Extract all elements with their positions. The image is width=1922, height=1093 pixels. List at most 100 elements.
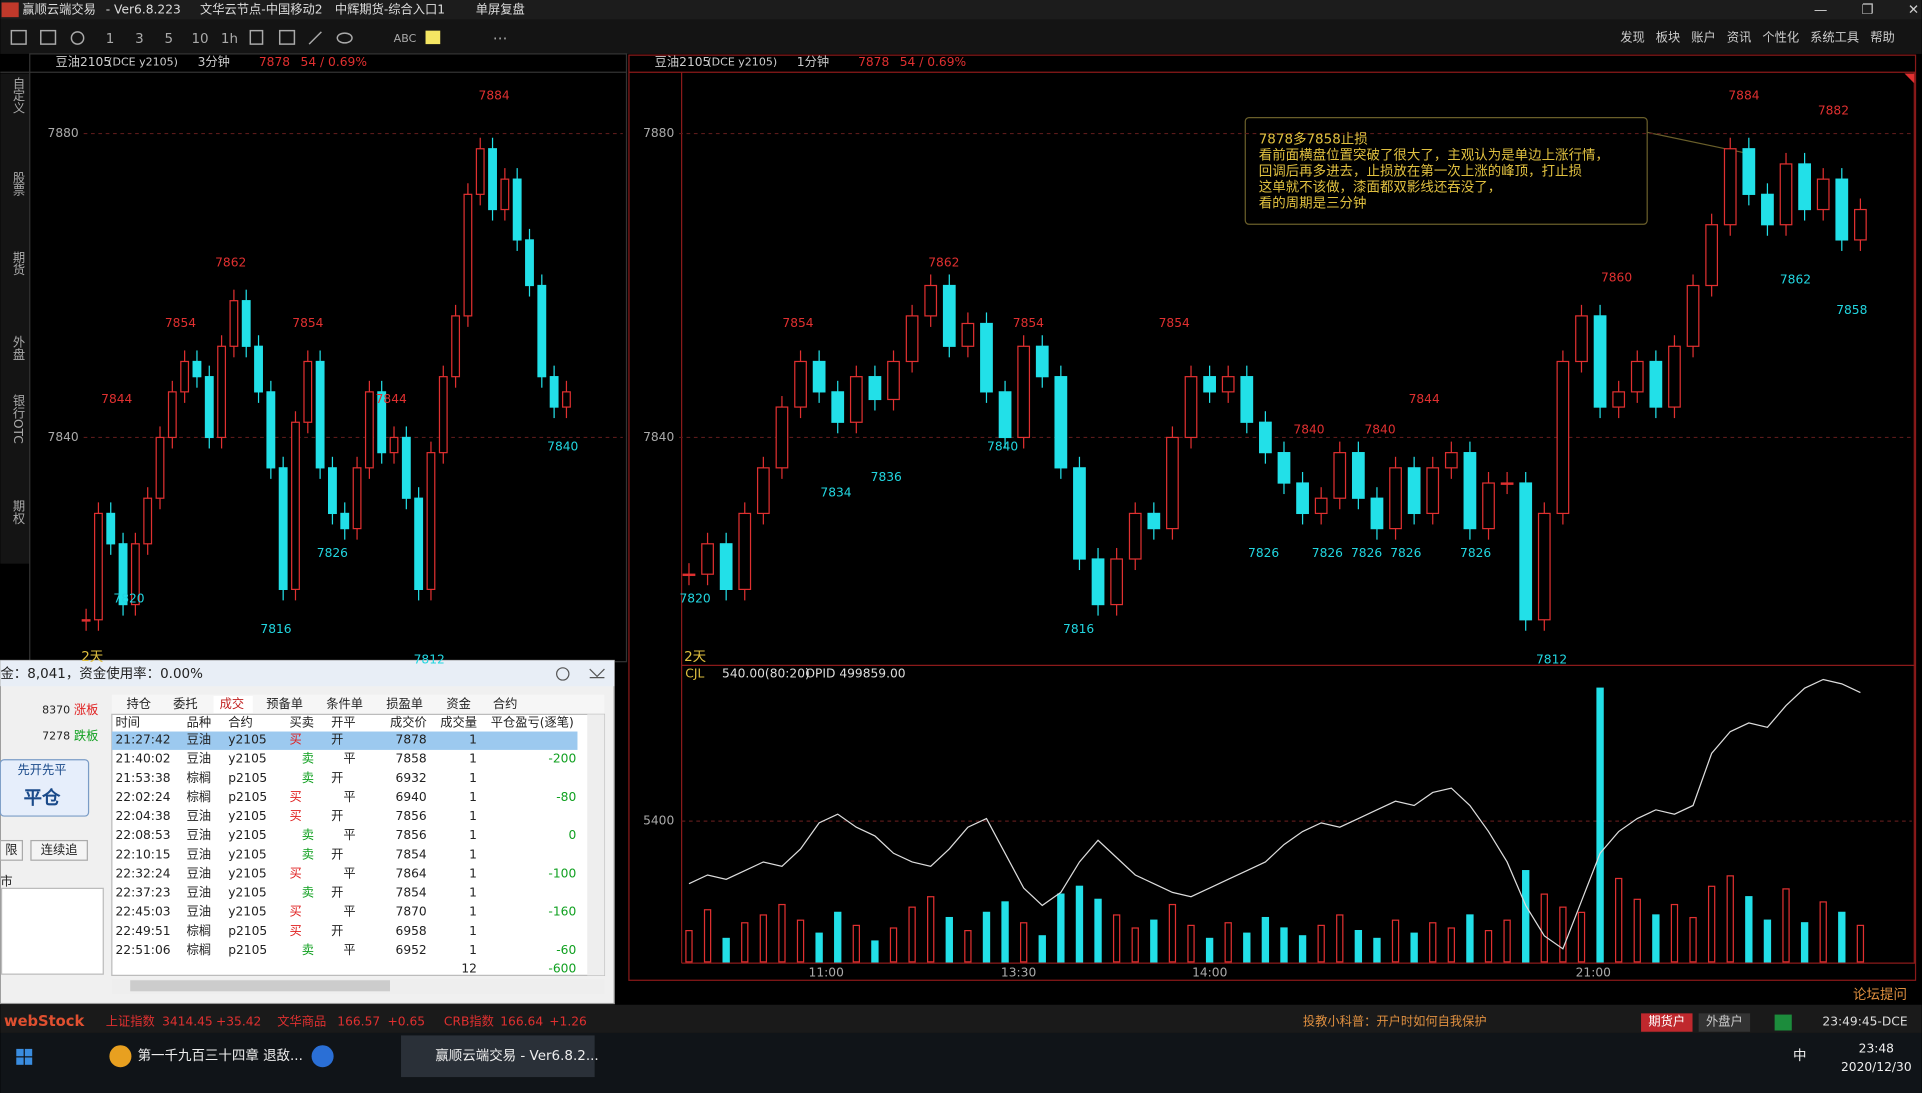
candle xyxy=(475,148,485,195)
cell-qty: 1 xyxy=(469,847,477,861)
low-label: 7834 xyxy=(820,485,851,499)
taskbar-app[interactable]: 赢顺云端交易 - Ver6.8.2... xyxy=(435,1047,598,1064)
candle xyxy=(364,391,374,469)
panel-tab[interactable]: 成交 xyxy=(220,696,245,711)
cell-oc: 开 xyxy=(331,886,343,900)
menu-item[interactable]: 账户 xyxy=(1691,29,1716,44)
low-label: 7826 xyxy=(317,546,348,560)
panel-tab[interactable]: 资金 xyxy=(446,696,470,711)
foreign-account[interactable]: 外盘户 xyxy=(1706,1013,1743,1028)
cell-oc: 开 xyxy=(331,733,343,747)
menu-item[interactable]: 系统工具 xyxy=(1810,30,1859,44)
menu-item[interactable]: 板块 xyxy=(1656,30,1681,44)
candle xyxy=(451,315,461,378)
side-tab[interactable]: 银行OTC xyxy=(11,394,25,444)
toolbar-button[interactable]: 3 xyxy=(135,31,144,47)
futures-account[interactable]: 期货户 xyxy=(1648,1013,1685,1028)
side-tab[interactable]: 期权 xyxy=(11,500,25,525)
cell-qty: 1 xyxy=(469,886,477,900)
tip-link[interactable]: 投教小科普：开户时如何自我保护 xyxy=(1303,1013,1487,1028)
candle xyxy=(1575,315,1588,363)
last-price: 7878 xyxy=(259,55,290,69)
limit-button[interactable]: 限 xyxy=(5,843,17,857)
panel-tab[interactable]: 合约 xyxy=(493,696,518,711)
volume-bar xyxy=(1559,906,1567,963)
panel-tab[interactable]: 持仓 xyxy=(127,696,151,711)
candle xyxy=(278,467,288,590)
volume-bar xyxy=(1057,893,1065,963)
cell-side: 卖 xyxy=(302,886,314,900)
cell-side: 买 xyxy=(290,866,302,880)
taskbar-app[interactable]: 第一千九百三十四章 退敌... xyxy=(138,1047,303,1064)
app-version: - Ver6.8.223 xyxy=(106,2,181,16)
toolbar-button[interactable]: 1 xyxy=(106,31,115,47)
indicator-name[interactable]: CJL xyxy=(685,666,704,680)
side-tab[interactable]: 期货 xyxy=(11,251,25,276)
volume-bar xyxy=(1001,901,1009,963)
volume-bar xyxy=(741,922,749,963)
volume-bar xyxy=(1819,901,1827,963)
volume-bar xyxy=(1763,919,1772,963)
side-tab[interactable]: 外盘 xyxy=(11,336,25,361)
period[interactable]: 3分钟 xyxy=(198,54,230,69)
panel-tab[interactable]: 预备单 xyxy=(266,697,303,711)
candle xyxy=(1630,360,1644,393)
candle xyxy=(1110,558,1124,606)
cell-contract: p2105 xyxy=(228,771,267,785)
toolbar-button[interactable]: 1h xyxy=(221,31,238,47)
y-tick-label: 7840 xyxy=(48,430,79,444)
volume-bar xyxy=(1168,903,1177,963)
total-qty: 12 xyxy=(461,962,477,976)
cell-pnl: -60 xyxy=(556,943,576,957)
volume-bar xyxy=(852,924,860,963)
high-label: 7854 xyxy=(165,316,196,330)
menu-item[interactable]: 发现 xyxy=(1620,29,1645,44)
toolbar-button[interactable]: 10 xyxy=(191,31,208,47)
candle xyxy=(1835,178,1849,241)
period[interactable]: 1分钟 xyxy=(797,54,829,69)
candle xyxy=(1444,452,1458,469)
index-value: 3414.45 xyxy=(162,1014,213,1028)
volume-bar xyxy=(1373,937,1381,963)
menu-item[interactable]: 帮助 xyxy=(1870,30,1895,44)
candle xyxy=(414,497,424,590)
chase-button[interactable]: 连续追 xyxy=(41,842,78,857)
candle xyxy=(1593,315,1607,408)
cell-qty: 1 xyxy=(469,828,477,842)
panel-tab[interactable]: 损盈单 xyxy=(386,697,423,711)
candle xyxy=(1426,467,1440,515)
candle xyxy=(1854,208,1867,241)
toolbar-button[interactable]: 5 xyxy=(165,31,174,47)
high-label: 7862 xyxy=(928,255,959,269)
panel-tab[interactable]: 委托 xyxy=(173,697,197,711)
panel-tab[interactable]: 条件单 xyxy=(326,697,363,711)
candle xyxy=(1035,345,1049,378)
toolbar-button[interactable]: ABC xyxy=(394,32,417,45)
y-tick-label: 5400 xyxy=(643,814,674,828)
low-label: 7826 xyxy=(1312,546,1343,560)
side-tab[interactable]: 股票 xyxy=(11,171,25,196)
candle xyxy=(849,376,863,423)
volume-bar xyxy=(1391,919,1400,963)
close-button[interactable]: 平仓 xyxy=(24,787,61,809)
cell-oc: 平 xyxy=(343,790,355,804)
x-tick-label: 21:00 xyxy=(1576,965,1611,979)
candle xyxy=(1482,482,1495,530)
cell-time: 21:53:38 xyxy=(116,771,171,785)
candle xyxy=(1240,376,1254,423)
menu-item[interactable]: 资讯 xyxy=(1727,30,1752,44)
volume-bar xyxy=(1243,932,1251,963)
cell-time: 22:02:24 xyxy=(116,790,171,804)
note-line: 回调后再多进去，止损放在第一次上涨的峰顶，打止损 xyxy=(1259,163,1582,180)
forum-link[interactable]: 论坛提问 xyxy=(1853,987,1907,1003)
side-tab[interactable]: 自定义 xyxy=(11,77,25,114)
volume-bar xyxy=(1317,924,1325,963)
limit-down-label: 跌板 xyxy=(74,728,99,743)
menu-item[interactable]: 个性化 xyxy=(1762,30,1799,44)
replay-mode: 单屏复盘 xyxy=(476,1,525,16)
candle xyxy=(1686,284,1700,347)
candle xyxy=(1054,376,1068,469)
high-label: 7840 xyxy=(1364,423,1395,437)
high-label: 7860 xyxy=(1601,271,1632,285)
